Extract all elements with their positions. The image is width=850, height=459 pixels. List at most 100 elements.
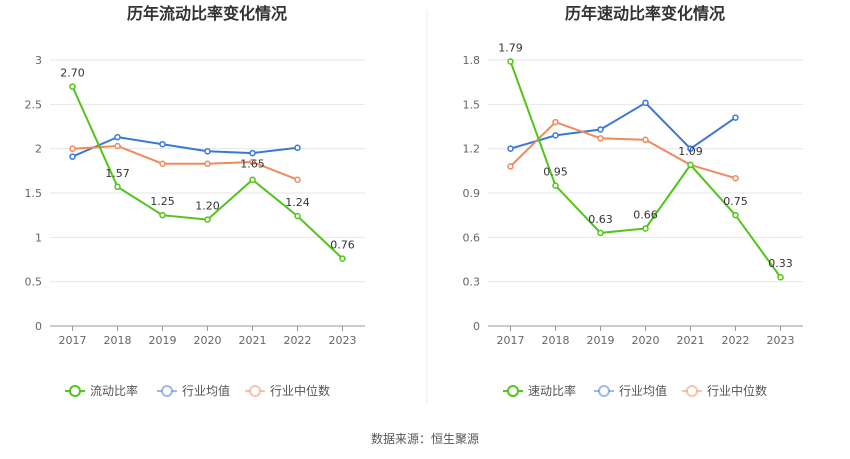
y-tick-label: 1	[35, 231, 42, 244]
legend-marker	[69, 385, 81, 397]
data-point[interactable]	[114, 142, 121, 150]
legend-marker	[507, 385, 519, 397]
x-tick-label: 2017	[497, 334, 525, 347]
data-label: 1.09	[678, 145, 703, 158]
legend-marker	[249, 385, 261, 397]
series-line	[510, 101, 737, 151]
data-point[interactable]	[597, 126, 604, 133]
data-point[interactable]	[249, 158, 256, 166]
y-tick-label: 1.5	[463, 98, 481, 111]
legend-marker	[161, 385, 173, 397]
legend-label: 行业均值	[182, 383, 230, 398]
data-label: 0.95	[543, 166, 568, 179]
data-point[interactable]	[69, 153, 76, 160]
data-point[interactable]	[114, 183, 121, 191]
data-point[interactable]	[507, 163, 514, 170]
data-point[interactable]	[204, 160, 211, 167]
data-point[interactable]	[69, 83, 76, 90]
data-label: 1.20	[195, 200, 220, 213]
y-tick-label: 3	[35, 54, 42, 67]
data-label: 1.65	[240, 158, 265, 171]
data-point[interactable]	[159, 140, 166, 148]
data-point[interactable]	[642, 225, 649, 232]
quick-ratio-chart: 历年速动比率变化情况 0 0.3 0.6 0.9 1.2 1.5 1.8 2017 2018 201…	[463, 4, 803, 398]
legend-item[interactable]: 速动比率	[503, 383, 576, 398]
data-point[interactable]	[687, 161, 694, 169]
x-tick-label: 2018	[542, 334, 570, 347]
data-label: 2.70	[60, 67, 85, 80]
legend-item[interactable]: 行业均值	[157, 383, 230, 398]
current-ratio-chart: 历年流动比率变化情况 0 0.5 1 1.5 2 2.5 3 2017 2018 2019 2020 2…	[25, 4, 365, 398]
x-tick-label: 2022	[722, 334, 750, 347]
data-label: 1.79	[498, 41, 523, 54]
legend-item[interactable]: 行业均值	[594, 383, 667, 398]
source-label: 数据来源：恒生聚源	[371, 431, 479, 446]
legend-item[interactable]: 流动比率	[65, 383, 138, 398]
data-label: 0.66	[633, 208, 658, 221]
data-point[interactable]	[159, 211, 166, 219]
data-point[interactable]	[732, 211, 739, 219]
x-tick-label: 2020	[194, 334, 222, 347]
data-label: 0.33	[768, 257, 793, 270]
data-label: 0.75	[723, 195, 748, 208]
x-tick-label: 2017	[59, 334, 87, 347]
x-tick-label: 2022	[284, 334, 312, 347]
data-point[interactable]	[552, 118, 559, 126]
data-point[interactable]	[642, 99, 649, 107]
data-point[interactable]	[249, 176, 256, 183]
y-tick-label: 0.9	[463, 187, 481, 200]
legend-label: 速动比率	[528, 383, 576, 398]
chart-title: 历年流动比率变化情况	[127, 4, 287, 23]
x-tick-label: 2018	[104, 334, 132, 347]
data-point[interactable]	[204, 216, 211, 223]
data-point[interactable]	[114, 133, 121, 141]
x-tick-label: 2019	[587, 334, 615, 347]
data-point[interactable]	[204, 148, 211, 155]
data-point[interactable]	[507, 58, 514, 65]
data-label: 0.76	[330, 239, 355, 252]
data-point[interactable]	[294, 212, 301, 220]
chart-title: 历年速动比率变化情况	[565, 4, 725, 23]
data-point[interactable]	[687, 145, 694, 152]
y-tick-label: 0	[35, 320, 42, 333]
data-point[interactable]	[732, 114, 739, 121]
data-point[interactable]	[339, 255, 346, 262]
y-tick-label: 1.8	[463, 54, 481, 67]
x-tick-label: 2023	[329, 334, 357, 347]
data-label: 1.57	[105, 167, 130, 180]
y-tick-label: 0	[473, 320, 480, 333]
y-tick-label: 0.6	[463, 231, 481, 244]
y-tick-label: 1.5	[25, 187, 43, 200]
data-point[interactable]	[69, 145, 76, 152]
data-point[interactable]	[732, 174, 739, 182]
data-label: 1.25	[150, 195, 175, 208]
x-tick-label: 2019	[149, 334, 177, 347]
y-tick-label: 1.2	[463, 143, 481, 156]
series-line	[72, 144, 298, 181]
legend-marker	[686, 385, 698, 397]
data-point[interactable]	[597, 229, 604, 237]
data-point[interactable]	[249, 149, 256, 157]
legend-item[interactable]: 行业中位数	[682, 383, 767, 398]
data-point[interactable]	[552, 132, 559, 139]
data-point[interactable]	[597, 135, 604, 142]
legend-label: 行业中位数	[270, 383, 330, 398]
y-tick-label: 2	[35, 143, 42, 156]
data-point[interactable]	[159, 160, 166, 167]
legend-item[interactable]: 行业中位数	[245, 383, 330, 398]
data-point[interactable]	[507, 145, 514, 152]
data-point[interactable]	[642, 136, 649, 144]
data-point[interactable]	[552, 182, 559, 189]
data-label: 0.63	[588, 213, 613, 226]
data-point[interactable]	[777, 273, 784, 281]
legend-label: 流动比率	[90, 383, 138, 398]
y-tick-label: 0.3	[463, 276, 481, 289]
data-point[interactable]	[294, 144, 301, 152]
legend-label: 行业均值	[619, 383, 667, 398]
data-label: 1.24	[285, 196, 310, 209]
data-point[interactable]	[294, 176, 301, 183]
y-tick-label: 0.5	[25, 276, 43, 289]
x-tick-label: 2020	[632, 334, 660, 347]
